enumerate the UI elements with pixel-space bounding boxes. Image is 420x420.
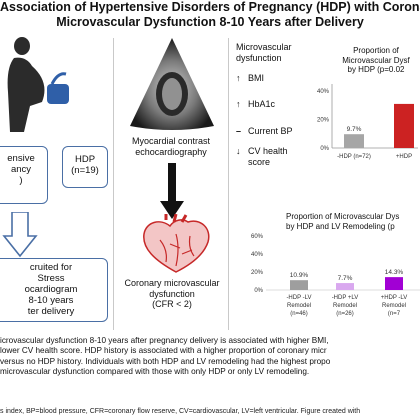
no-hdp-group-box: ensive ancy ): [0, 146, 48, 204]
bottom-bar: [290, 280, 308, 290]
bottom-chart-title-line-2: by HDP and LV Remodeling (p: [286, 222, 395, 231]
cv-score-line: score: [248, 157, 271, 167]
heart-label-line-1: Coronary microvascular: [124, 278, 220, 288]
result-arrow-icon: [160, 163, 184, 219]
echo-label-line-1: Myocardial contrast: [131, 136, 211, 146]
predictors-header: Microvascular dysfunction: [236, 42, 308, 64]
bottom-bar-chart: 0% 20% 40% 60% 10.9% -HDP -LV Remodel (n=46) 7.7…: [251, 234, 420, 317]
bottom-x-tick-label: -HDP +LV: [332, 295, 359, 301]
top-bar: [394, 103, 414, 148]
top-y-tick-label: 40%: [317, 89, 330, 95]
summary-line-3: versus no HDP history. Individuals with …: [0, 356, 331, 366]
recruited-line-1: cruited for: [29, 262, 73, 273]
hdp-group-box: HDP (n=19): [62, 146, 108, 188]
hdp-box-line-1: HDP: [74, 154, 96, 165]
bottom-x-tick-label: Remodel: [382, 303, 406, 309]
predictor-bmi: ↑ BMI: [236, 73, 264, 83]
bottom-bar: [336, 283, 354, 290]
heart-label: Coronary microvascular dysfunction (CFR …: [118, 278, 226, 310]
top-chart-title-line-3: by HDP (p=0.02: [347, 65, 405, 74]
recruited-line-3: ocardiogram: [24, 284, 78, 295]
summary-line-2: lower CV health score. HDP history is as…: [0, 346, 327, 356]
bottom-chart-title: Proportion of Microvascular Dys by HDP a…: [286, 212, 420, 232]
head-icon: [14, 37, 30, 55]
top-bar-chart: 0% 20% 40% 9.7% -HDP (n=72) +HDP: [317, 84, 418, 160]
summary-line-1: icrovascular dysfunction 8-10 years afte…: [0, 336, 329, 345]
top-y-tick-label: 20%: [317, 118, 330, 124]
divider-right: [228, 38, 229, 330]
top-x-tick-label: +HDP: [396, 154, 412, 160]
top-y-tick-label: 0%: [320, 146, 329, 152]
bottom-y-tick-label: 40%: [251, 252, 264, 258]
bottom-x-tick-label: (n=7: [388, 311, 401, 317]
bottom-x-tick-label: -HDP -LV: [286, 295, 311, 301]
top-bar-value-label: 9.7%: [347, 126, 362, 133]
abbreviations: s index, BP=blood pressure, CFR=coronary…: [0, 408, 361, 415]
bottom-y-tick-label: 0%: [254, 288, 263, 294]
predictor-hba1c-label: HbA1c: [248, 99, 276, 109]
bottom-bar-value-label: 7.7%: [338, 275, 353, 282]
echo-label-line-2: echocardiography: [135, 146, 207, 157]
summary-text: icrovascular dysfunction 8-10 years afte…: [0, 336, 420, 378]
top-x-tick-label: -HDP (n=72): [337, 154, 371, 160]
bottom-bar-value-label: 10.9%: [290, 272, 309, 279]
hdp-box-line-2: (n=19): [71, 165, 99, 176]
recruited-line-4: 8-10 years: [28, 295, 74, 306]
figure-title: Association of Hypertensive Disorders of…: [0, 0, 420, 30]
bottom-x-tick-label: Remodel: [333, 303, 357, 309]
title-line-2: Microvascular Dysfunction 8-10 Years aft…: [56, 15, 364, 29]
bottom-chart-title-line-1: Proportion of Microvascular Dys: [286, 212, 400, 221]
bottom-bar: [385, 277, 403, 290]
arrow-up-icon: ↑: [236, 99, 241, 109]
bottom-x-tick-label: (n=46): [290, 311, 308, 317]
heart-icon: [143, 214, 210, 273]
bp-cuff-icon: [47, 84, 69, 104]
torso-icon: [7, 57, 45, 132]
predictor-current-bp: – Current BP: [236, 126, 293, 136]
top-chart-title-line-1: Proportion of: [353, 46, 399, 55]
echocardiography-image: [130, 38, 214, 130]
heart-label-line-3: (CFR < 2): [152, 299, 192, 309]
predictor-bp-label: Current BP: [248, 126, 293, 136]
top-chart-title: Proportion of Microvascular Dysf by HDP …: [326, 46, 420, 75]
recruited-line-2: Stress: [37, 273, 65, 284]
divider-left: [113, 38, 114, 330]
dash-icon: –: [236, 126, 242, 136]
recruit-arrow-icon: [2, 212, 38, 258]
no-hdp-line-1: ensive: [7, 153, 35, 164]
heart-label-line-2: dysfunction: [149, 288, 195, 299]
pregnant-person-illustration: [0, 32, 75, 132]
arrow-down-icon: ↓: [236, 146, 241, 156]
bottom-x-tick-label: Remodel: [287, 303, 311, 309]
summary-line-4: microvascular dysfunction compared with …: [0, 367, 310, 377]
bottom-y-tick-label: 20%: [251, 270, 264, 276]
predictor-bmi-label: BMI: [248, 73, 265, 83]
arrow-up-icon: ↑: [236, 73, 241, 83]
predictors-header-line-1: Microvascular: [236, 42, 292, 52]
title-line-1: Association of Hypertensive Disorders of…: [0, 0, 420, 14]
bottom-x-tick-label: (n=26): [336, 311, 354, 317]
bottom-x-tick-label: +HDP -LV: [381, 295, 408, 301]
top-chart-title-line-2: Microvascular Dysf: [342, 55, 410, 65]
echo-label: Myocardial contrast echocardiography: [116, 136, 226, 157]
recruited-box: cruited for Stress ocardiogram 8-10 year…: [0, 258, 108, 322]
recruited-line-5: ter delivery: [27, 306, 75, 317]
bottom-y-tick-label: 60%: [251, 234, 264, 240]
no-hdp-line-3: ): [19, 175, 23, 186]
bottom-bar-value-label: 14.3%: [385, 269, 404, 276]
no-hdp-line-2: ancy: [10, 164, 32, 175]
predictors-header-line-2: dysfunction: [236, 53, 282, 63]
predictor-cv-health: ↓ CV health score: [236, 146, 288, 167]
predictor-hba1c: ↑ HbA1c: [236, 99, 275, 109]
top-bar: [344, 134, 364, 148]
